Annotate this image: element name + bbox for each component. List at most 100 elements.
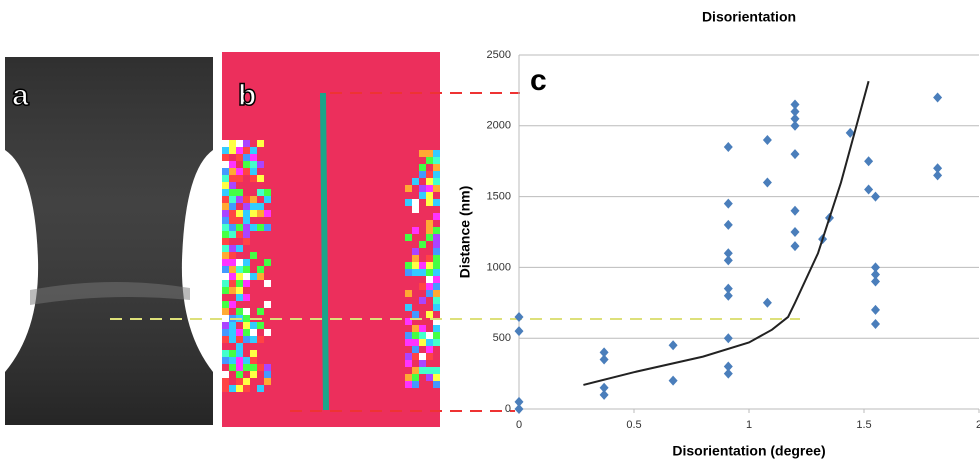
- pixel: [412, 339, 419, 346]
- pixel: [433, 241, 440, 248]
- pixel: [222, 224, 229, 231]
- pixel: [236, 140, 243, 147]
- pixel: [412, 381, 419, 388]
- pixel: [426, 374, 433, 381]
- point: [864, 156, 874, 167]
- pixel: [250, 252, 257, 259]
- pixel: [426, 276, 433, 283]
- pixel: [222, 238, 229, 245]
- pixel: [426, 227, 433, 234]
- pixel: [257, 224, 264, 231]
- pixel: [419, 332, 426, 339]
- point: [933, 170, 943, 181]
- pixel: [222, 273, 229, 280]
- pixel: [243, 322, 250, 329]
- pixel: [222, 210, 229, 217]
- pixel: [426, 150, 433, 157]
- pixel: [257, 266, 264, 273]
- pixel: [236, 189, 243, 196]
- pixel: [236, 224, 243, 231]
- panel-label: b: [238, 79, 256, 112]
- pixel: [229, 273, 236, 280]
- pixel: [433, 283, 440, 290]
- point: [845, 127, 855, 138]
- pixel: [236, 308, 243, 315]
- pixel: [250, 175, 257, 182]
- y-tick-label: 500: [493, 332, 511, 344]
- pixel: [222, 182, 229, 189]
- pixel: [229, 364, 236, 371]
- pixel: [222, 203, 229, 210]
- pixel: [250, 357, 257, 364]
- pixel: [257, 273, 264, 280]
- pixel: [250, 224, 257, 231]
- pixel: [236, 210, 243, 217]
- pixel: [222, 315, 229, 322]
- pixel: [426, 255, 433, 262]
- pixel: [412, 367, 419, 374]
- point: [790, 99, 800, 110]
- point: [723, 333, 733, 344]
- pixel: [412, 227, 419, 234]
- panel-a-image: [5, 57, 213, 425]
- pixel: [405, 290, 412, 297]
- pixel: [264, 364, 271, 371]
- pixel: [222, 231, 229, 238]
- x-tick-label: 0.5: [626, 419, 641, 431]
- pixel: [426, 157, 433, 164]
- pixel: [257, 210, 264, 217]
- y-tick-label: 2000: [487, 120, 511, 132]
- pixel: [243, 238, 250, 245]
- pixel: [222, 357, 229, 364]
- pixel: [222, 322, 229, 329]
- pixel: [236, 147, 243, 154]
- pixel: [405, 360, 412, 367]
- pixel: [236, 231, 243, 238]
- pixel: [222, 217, 229, 224]
- pixel: [236, 217, 243, 224]
- pixel: [243, 280, 250, 287]
- pixel: [412, 262, 419, 269]
- pixel: [433, 150, 440, 157]
- pixel: [257, 308, 264, 315]
- pixel: [433, 185, 440, 192]
- pixel: [426, 178, 433, 185]
- pixel: [222, 385, 229, 392]
- pixel: [405, 304, 412, 311]
- pixel: [222, 280, 229, 287]
- pixel: [222, 245, 229, 252]
- point: [723, 290, 733, 301]
- x-tick-label: 2: [976, 419, 980, 431]
- point: [723, 283, 733, 294]
- point: [871, 191, 880, 202]
- pixel: [433, 255, 440, 262]
- pixel: [250, 196, 257, 203]
- pixel: [412, 269, 419, 276]
- pixel: [243, 259, 250, 266]
- pixel: [433, 248, 440, 255]
- pixel: [243, 161, 250, 168]
- pixel: [243, 273, 250, 280]
- pixel: [222, 252, 229, 259]
- point: [790, 149, 800, 160]
- pixel: [229, 161, 236, 168]
- pixel: [426, 346, 433, 353]
- pixel: [264, 329, 271, 336]
- pixel: [236, 343, 243, 350]
- pixel: [243, 147, 250, 154]
- pixel: [222, 189, 229, 196]
- pixel: [264, 301, 271, 308]
- pixel: [236, 280, 243, 287]
- pixel: [250, 371, 257, 378]
- pixel: [229, 350, 236, 357]
- pixel: [405, 199, 412, 206]
- pixel: [433, 178, 440, 185]
- pixel: [222, 147, 229, 154]
- point: [514, 326, 524, 337]
- pixel: [236, 329, 243, 336]
- pixel: [426, 269, 433, 276]
- pixel: [229, 385, 236, 392]
- pixel: [229, 224, 236, 231]
- pixel: [222, 140, 229, 147]
- pixel: [433, 325, 440, 332]
